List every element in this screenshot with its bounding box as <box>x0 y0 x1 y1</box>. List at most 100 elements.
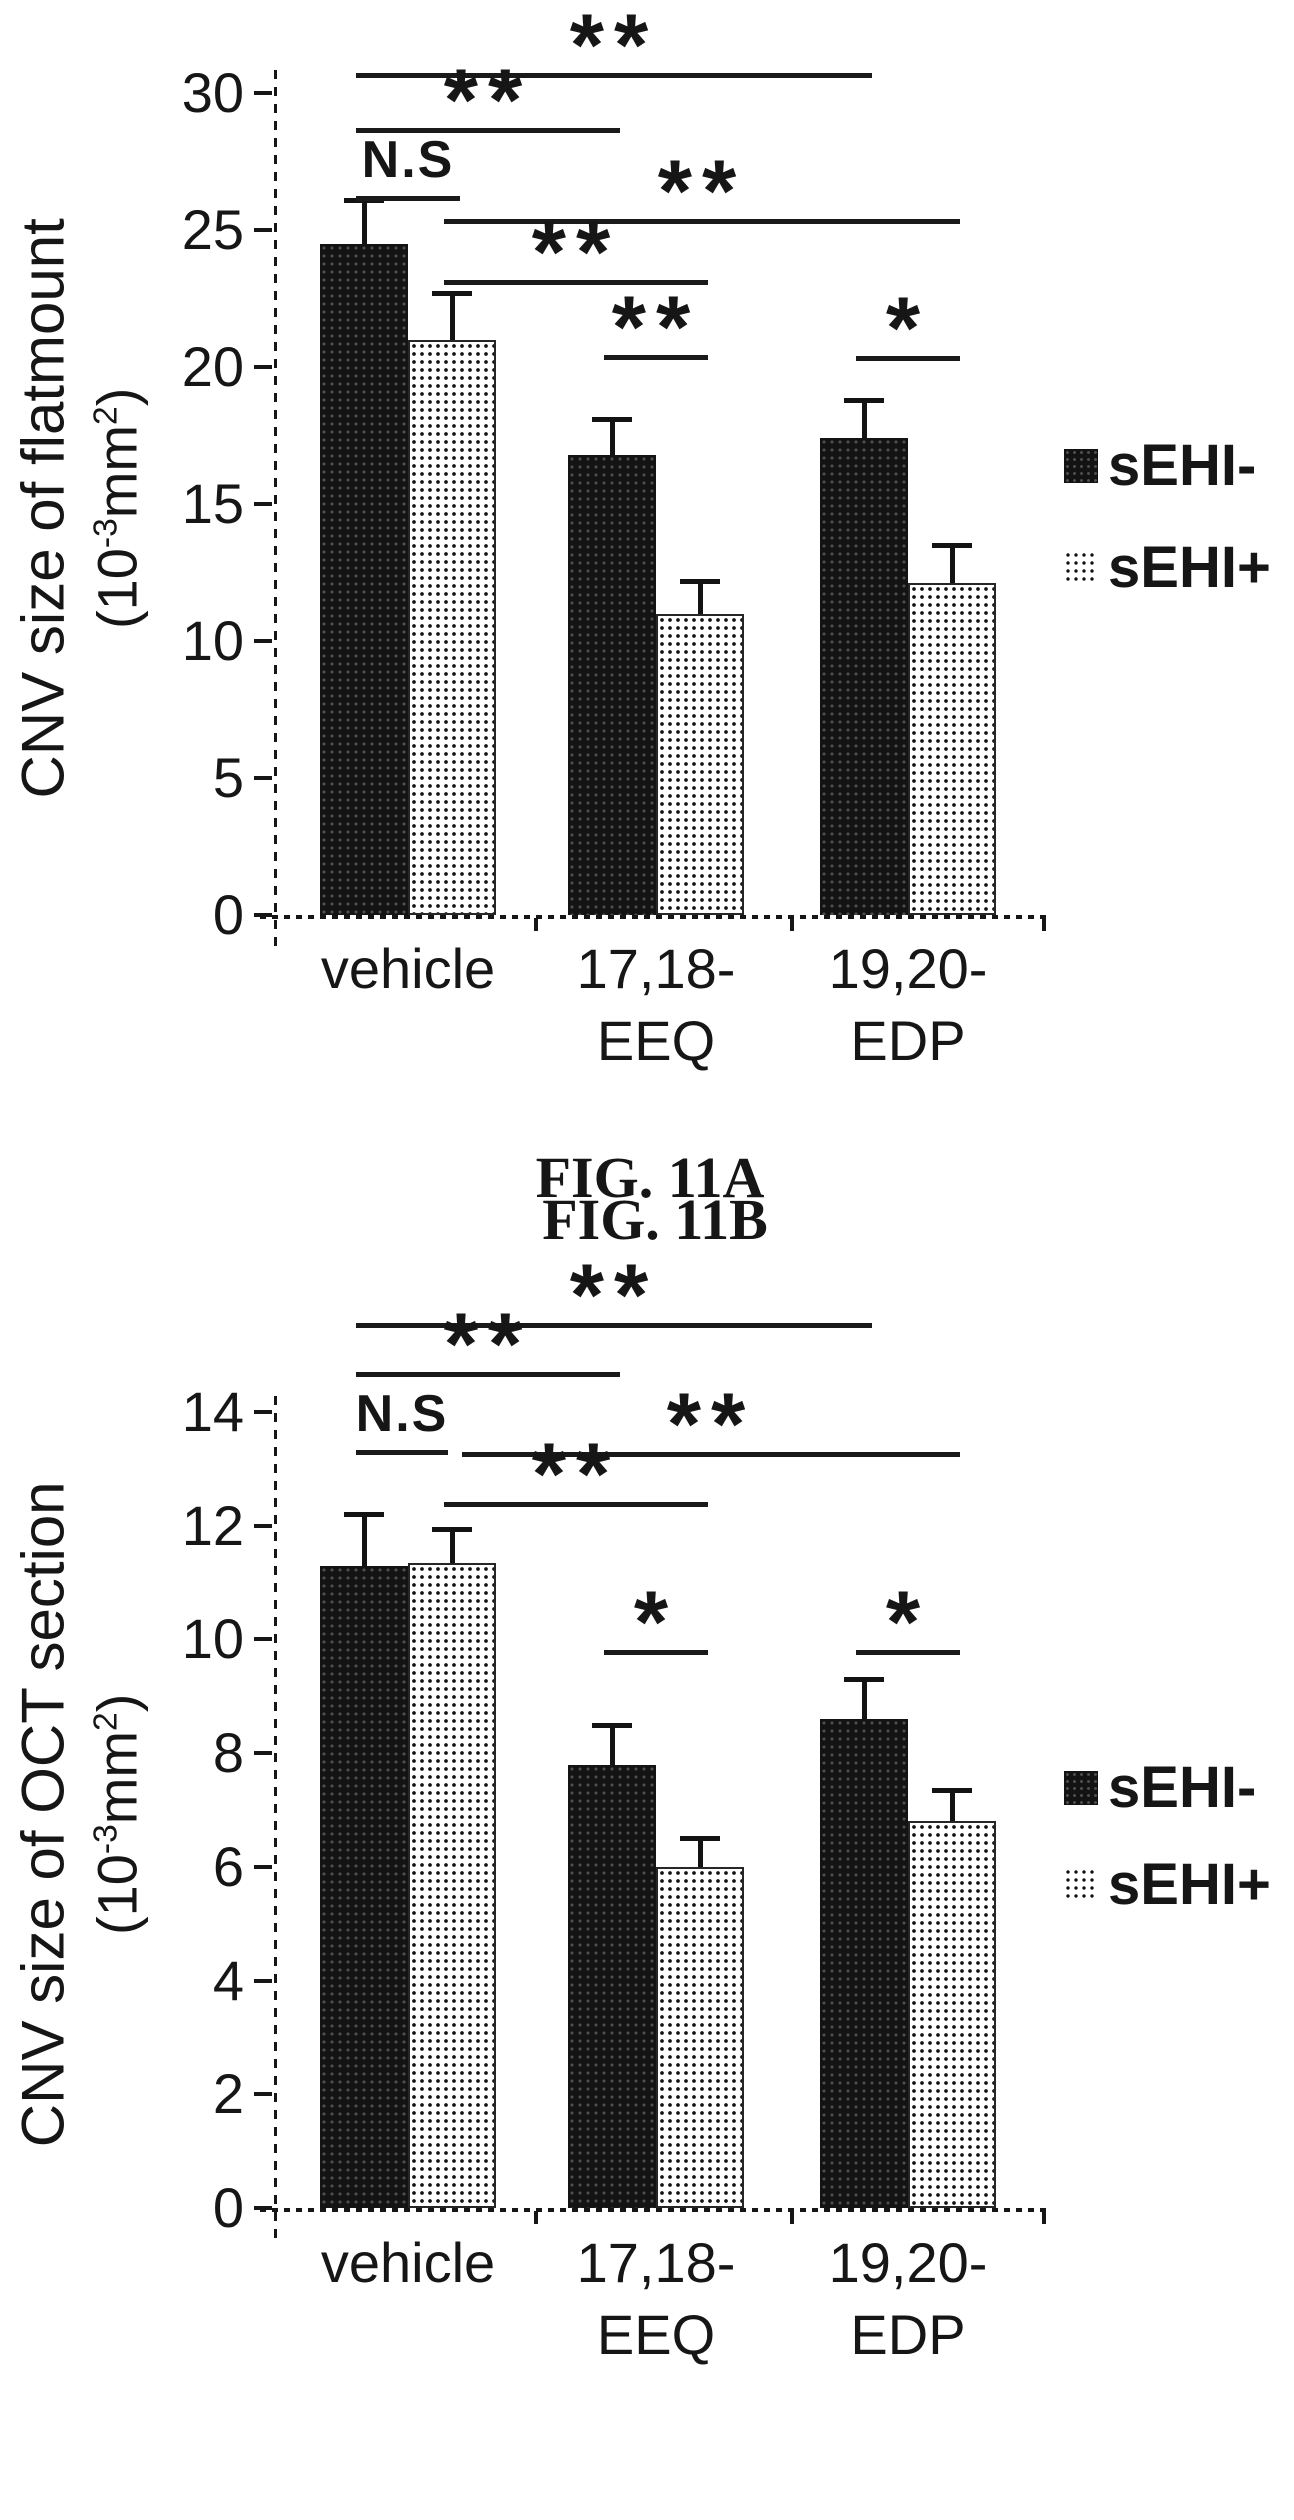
legend-label-sehi-plus: sEHI+ <box>1108 1852 1271 1917</box>
legend-label-sehi-minus: sEHI- <box>1108 433 1257 498</box>
legend-label-sehi-plus: sEHI+ <box>1108 535 1271 600</box>
significance-line-1 <box>356 128 620 133</box>
y-tick-0 <box>254 2206 272 2210</box>
figure-caption-11b: FIG. 11B <box>542 1187 768 1252</box>
y-tick-label-5: 5 <box>212 746 244 809</box>
bar-17-18-eeq-sehi-plus <box>656 1867 744 2208</box>
y-tick-label-2: 2 <box>212 2062 244 2125</box>
y-tick-label-10: 10 <box>181 1607 244 1670</box>
y-tick-10 <box>254 639 272 643</box>
significance-label-stars-5: * <box>633 1572 679 1671</box>
bar-17-18-eeq-sehi-plus <box>656 614 744 915</box>
y-tick-15 <box>254 502 272 506</box>
y-tick-label-0: 0 <box>212 883 244 946</box>
significance-label-stars-0: ** <box>569 1245 659 1344</box>
x-category-label-vehicle-line1: vehicle <box>320 937 496 1000</box>
error-bar-stem-vehicle-sehi-plus <box>450 296 455 340</box>
significance-line-6 <box>856 356 960 361</box>
x-axis-line <box>260 2208 1048 2212</box>
x-category-label-17-18-eeq-line1: 17,18- <box>576 937 736 1000</box>
x-axis-tick-0 <box>534 2211 538 2224</box>
error-bar-cap-19-20-edp-sehi-plus <box>932 543 972 548</box>
legend-swatch-sehi-minus <box>1064 449 1098 483</box>
error-bar-cap-vehicle-sehi-plus <box>432 1527 472 1532</box>
bar-19-20-edp-sehi-minus <box>820 1719 908 2208</box>
y-tick-label-14: 14 <box>181 1380 244 1443</box>
y-tick-30 <box>254 91 272 95</box>
significance-line-6 <box>856 1650 960 1655</box>
x-category-label-19-20-edp-line1: 19,20- <box>828 937 988 1000</box>
significance-label-ns-2: N.S <box>355 1385 449 1443</box>
y-tick-20 <box>254 365 272 369</box>
significance-line-2 <box>356 196 460 201</box>
bar-vehicle-sehi-plus <box>408 1563 496 2208</box>
y-tick-0 <box>254 913 272 917</box>
significance-label-ns-2: N.S <box>361 131 455 189</box>
error-bar-cap-17-18-eeq-sehi-minus <box>592 417 632 422</box>
error-bar-stem-19-20-edp-sehi-minus <box>862 1682 867 1719</box>
y-tick-label-25: 25 <box>181 198 244 261</box>
significance-label-stars-5: ** <box>611 277 701 376</box>
significance-label-stars-0: ** <box>569 0 659 94</box>
y-tick-2 <box>254 2092 272 2096</box>
error-bar-stem-vehicle-sehi-plus <box>450 1532 455 1563</box>
x-category-label-17-18-eeq-line2: EEQ <box>596 2303 716 2366</box>
y-tick-label-10: 10 <box>181 609 244 672</box>
y-tick-label-4: 4 <box>212 1949 244 2012</box>
y-tick-label-15: 15 <box>181 472 244 535</box>
error-bar-cap-19-20-edp-sehi-minus <box>844 1677 884 1682</box>
significance-line-1 <box>356 1372 620 1377</box>
y-tick-14 <box>254 1410 272 1414</box>
y-tick-label-12: 12 <box>181 1494 244 1557</box>
bar-vehicle-sehi-plus <box>408 340 496 915</box>
error-bar-cap-vehicle-sehi-plus <box>432 291 472 296</box>
significance-line-4 <box>444 280 708 285</box>
x-category-label-17-18-eeq-line1: 17,18- <box>576 2231 736 2294</box>
bar-17-18-eeq-sehi-minus <box>568 1765 656 2208</box>
significance-line-0 <box>356 1323 872 1328</box>
bar-vehicle-sehi-minus <box>320 244 408 915</box>
x-axis-tick-1 <box>790 918 794 931</box>
significance-label-stars-3: ** <box>666 1374 756 1473</box>
y-tick-label-6: 6 <box>212 1835 244 1898</box>
x-axis-tick-2 <box>1042 2211 1046 2224</box>
error-bar-stem-17-18-eeq-sehi-plus <box>698 584 703 614</box>
bar-19-20-edp-sehi-plus <box>908 1821 996 2208</box>
error-bar-cap-17-18-eeq-sehi-plus <box>680 579 720 584</box>
significance-label-stars-1: ** <box>443 1294 533 1393</box>
x-category-label-19-20-edp-line2: EDP <box>850 2303 966 2366</box>
y-tick-label-8: 8 <box>212 1721 244 1784</box>
x-category-label-17-18-eeq-line2: EEQ <box>596 1009 716 1072</box>
y-tick-25 <box>254 228 272 232</box>
significance-line-4 <box>444 1502 708 1507</box>
x-axis-tick-0 <box>534 918 538 931</box>
error-bar-stem-17-18-eeq-sehi-plus <box>698 1841 703 1867</box>
error-bar-cap-17-18-eeq-sehi-plus <box>680 1836 720 1841</box>
y-axis-line <box>274 70 277 952</box>
y-tick-4 <box>254 1979 272 1983</box>
x-category-label-vehicle-line1: vehicle <box>320 2231 496 2294</box>
significance-label-stars-6: * <box>885 278 931 377</box>
error-bar-stem-19-20-edp-sehi-plus <box>950 548 955 583</box>
error-bar-stem-17-18-eeq-sehi-minus <box>610 422 615 455</box>
significance-line-3 <box>462 1452 960 1457</box>
x-axis-tick-1 <box>790 2211 794 2224</box>
error-bar-cap-19-20-edp-sehi-minus <box>844 398 884 403</box>
y-tick-12 <box>254 1524 272 1528</box>
significance-line-5 <box>604 1650 708 1655</box>
error-bar-stem-vehicle-sehi-minus <box>362 203 367 244</box>
x-axis-tick-2 <box>1042 918 1046 931</box>
x-category-label-19-20-edp-line2: EDP <box>850 1009 966 1072</box>
y-axis-line <box>274 1396 277 2246</box>
significance-label-stars-4: ** <box>531 202 621 301</box>
y-tick-5 <box>254 776 272 780</box>
y-tick-8 <box>254 1751 272 1755</box>
significance-line-5 <box>604 355 708 360</box>
error-bar-stem-vehicle-sehi-minus <box>362 1517 367 1566</box>
significance-label-stars-4: ** <box>531 1424 621 1523</box>
bar-19-20-edp-sehi-plus <box>908 583 996 915</box>
x-axis-line <box>260 915 1048 919</box>
significance-label-stars-3: ** <box>657 141 747 240</box>
